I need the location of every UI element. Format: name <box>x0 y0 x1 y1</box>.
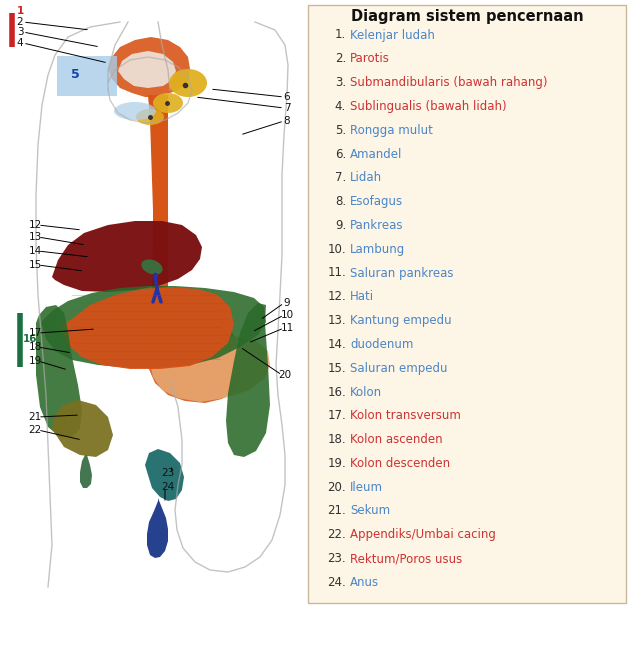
Polygon shape <box>42 286 266 368</box>
Text: 16.: 16. <box>327 386 346 398</box>
Text: 11.: 11. <box>327 267 346 279</box>
Polygon shape <box>146 310 242 403</box>
Ellipse shape <box>141 259 163 275</box>
Text: Kantung empedu: Kantung empedu <box>350 314 452 327</box>
Text: 1: 1 <box>16 6 24 16</box>
Text: 20.: 20. <box>328 481 346 493</box>
Text: 15: 15 <box>28 260 42 270</box>
Polygon shape <box>150 335 270 402</box>
Text: 21.: 21. <box>327 505 346 517</box>
Text: 23.: 23. <box>328 552 346 565</box>
Text: 14: 14 <box>28 246 42 256</box>
Text: 1.: 1. <box>335 29 346 41</box>
Text: 9.: 9. <box>335 219 346 232</box>
Text: 19: 19 <box>28 356 42 366</box>
Text: Kolon ascenden: Kolon ascenden <box>350 433 443 446</box>
Text: 19.: 19. <box>327 457 346 470</box>
Text: Amandel: Amandel <box>350 148 403 160</box>
Text: 24.: 24. <box>327 576 346 589</box>
Text: Pankreas: Pankreas <box>350 219 403 232</box>
Text: Ileum: Ileum <box>350 481 383 493</box>
Polygon shape <box>108 37 190 97</box>
Polygon shape <box>52 400 113 457</box>
Text: 12.: 12. <box>327 291 346 303</box>
Text: Sekum: Sekum <box>350 505 390 517</box>
Text: Anus: Anus <box>350 576 379 589</box>
Ellipse shape <box>153 93 183 113</box>
Text: 17: 17 <box>28 328 42 338</box>
Text: Kolon: Kolon <box>350 386 382 398</box>
Polygon shape <box>145 449 184 501</box>
FancyBboxPatch shape <box>57 56 117 96</box>
Text: Diagram sistem pencernaan: Diagram sistem pencernaan <box>351 9 583 25</box>
Text: Lambung: Lambung <box>350 243 405 256</box>
Text: 2: 2 <box>16 17 23 27</box>
Polygon shape <box>115 303 170 325</box>
Text: Parotis: Parotis <box>350 53 390 65</box>
Polygon shape <box>147 498 168 558</box>
Text: 13.: 13. <box>328 314 346 327</box>
Text: 4: 4 <box>16 38 23 48</box>
Polygon shape <box>226 303 270 457</box>
Text: 6.: 6. <box>335 148 346 160</box>
Text: Kelenjar ludah: Kelenjar ludah <box>350 29 435 41</box>
Text: 5.: 5. <box>335 124 346 137</box>
Text: 8.: 8. <box>335 195 346 208</box>
Text: Saluran empedu: Saluran empedu <box>350 362 447 374</box>
Ellipse shape <box>169 69 207 97</box>
Text: 6: 6 <box>284 92 290 102</box>
Text: Submandibularis (bawah rahang): Submandibularis (bawah rahang) <box>350 76 547 89</box>
Text: 17.: 17. <box>327 409 346 422</box>
Text: duodenum: duodenum <box>350 338 413 351</box>
Text: 3.: 3. <box>335 76 346 89</box>
Text: 2.: 2. <box>335 53 346 65</box>
Text: 7.: 7. <box>335 172 346 184</box>
Text: 18: 18 <box>28 342 42 352</box>
Text: 11: 11 <box>280 323 294 333</box>
Text: 12: 12 <box>28 220 42 230</box>
Polygon shape <box>52 221 202 292</box>
Ellipse shape <box>136 109 164 125</box>
Polygon shape <box>148 95 168 320</box>
Text: 8: 8 <box>284 116 290 126</box>
Text: 9: 9 <box>284 298 290 308</box>
Text: 21: 21 <box>28 412 42 422</box>
FancyBboxPatch shape <box>308 5 626 603</box>
Text: Rongga mulut: Rongga mulut <box>350 124 433 137</box>
Text: Appendiks/Umbai cacing: Appendiks/Umbai cacing <box>350 528 496 541</box>
Text: 22.: 22. <box>327 528 346 541</box>
Text: Saluran pankreas: Saluran pankreas <box>350 267 454 279</box>
Text: 18.: 18. <box>328 433 346 446</box>
Polygon shape <box>80 455 92 488</box>
Text: 3: 3 <box>16 27 23 37</box>
Text: 22: 22 <box>28 425 42 435</box>
Text: 24: 24 <box>161 482 175 492</box>
Text: Sublingualis (bawah lidah): Sublingualis (bawah lidah) <box>350 100 507 113</box>
Text: 4.: 4. <box>335 100 346 113</box>
Text: Rektum/Poros usus: Rektum/Poros usus <box>350 552 462 565</box>
Text: 10: 10 <box>280 310 294 320</box>
Text: 7: 7 <box>284 103 290 113</box>
Text: Kolon transversum: Kolon transversum <box>350 409 461 422</box>
Ellipse shape <box>114 102 156 120</box>
Text: Lidah: Lidah <box>350 172 382 184</box>
Text: 16: 16 <box>23 334 37 344</box>
Polygon shape <box>36 305 82 437</box>
Text: 14.: 14. <box>327 338 346 351</box>
Text: 5: 5 <box>71 68 79 82</box>
Text: Hati: Hati <box>350 291 374 303</box>
Polygon shape <box>60 287 234 369</box>
Text: 10.: 10. <box>328 243 346 256</box>
Text: 15.: 15. <box>328 362 346 374</box>
Text: 20: 20 <box>278 370 292 380</box>
Text: 23: 23 <box>161 468 175 478</box>
Text: Kolon descenden: Kolon descenden <box>350 457 450 470</box>
Text: Esofagus: Esofagus <box>350 195 403 208</box>
Polygon shape <box>118 51 176 88</box>
Text: 13: 13 <box>28 232 42 242</box>
